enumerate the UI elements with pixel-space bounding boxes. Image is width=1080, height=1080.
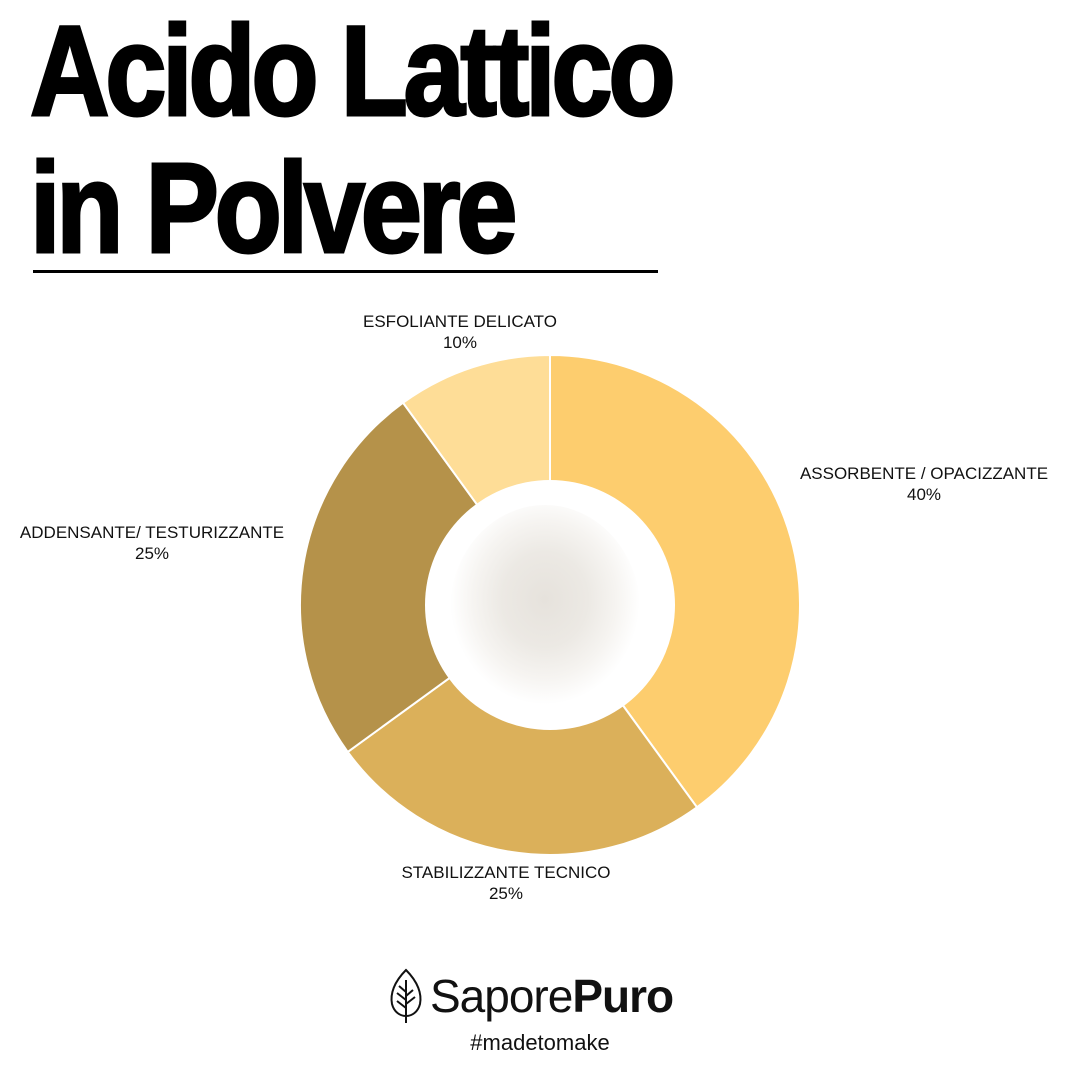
slice-2 [299, 401, 552, 754]
slice-0 [549, 353, 801, 809]
leaf-icon [390, 968, 422, 1023]
slice-label-1: STABILIZZANTE TECNICO 25% [401, 863, 611, 903]
brand-name: SaporePuro [430, 970, 674, 1022]
slice-label-2: ADDENSANTE/ TESTURIZZANTE 25% [19, 523, 285, 563]
title-line-1: Acido Lattico [29, 0, 677, 143]
slice-1 [346, 603, 699, 856]
powder-image [450, 505, 640, 715]
brand-logo: SaporePuro [388, 968, 674, 1024]
slice-label-3: ESFOLIANTE DELICATO 10% [363, 312, 557, 352]
title-line-2: in Polvere [29, 137, 519, 280]
brand-tagline: #madetomake [470, 1030, 610, 1055]
slice-label-0: ASSORBENTE / OPACIZZANTE 40% [799, 464, 1049, 504]
title-underline [33, 270, 658, 273]
